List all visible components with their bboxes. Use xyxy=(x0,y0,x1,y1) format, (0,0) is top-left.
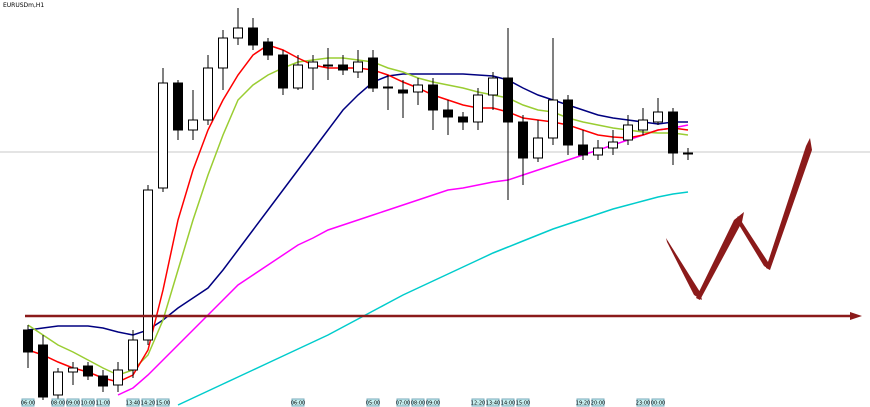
x-tick-label: 15:00 xyxy=(516,401,530,407)
candle-body xyxy=(623,124,633,141)
candle-body xyxy=(218,37,228,69)
x-tick-box xyxy=(576,398,590,407)
candle-body xyxy=(233,27,243,39)
candle-body xyxy=(143,189,153,341)
x-tick-label: 08:00 xyxy=(51,401,65,407)
candle-body xyxy=(263,41,273,56)
ma-line xyxy=(27,73,688,336)
annotations xyxy=(25,138,862,320)
x-tick-label: 20:00 xyxy=(591,401,605,407)
x-tick-box xyxy=(141,398,155,407)
x-tick-label: 06:00 xyxy=(21,401,35,407)
candle-body xyxy=(473,94,483,123)
candle-body xyxy=(323,64,333,67)
x-tick-box xyxy=(366,398,380,407)
x-tick-label: 09:00 xyxy=(426,401,440,407)
x-tick-label: 13:40 xyxy=(486,401,500,407)
chart-title: EURUSDm,H1 xyxy=(3,2,44,9)
candle-body xyxy=(653,111,663,123)
x-tick-box xyxy=(516,398,530,407)
x-tick-label: 07:00 xyxy=(396,401,410,407)
x-tick-box xyxy=(81,398,95,407)
candle-body xyxy=(353,61,363,73)
x-tick-label: 09:00 xyxy=(66,401,80,407)
x-tick-box xyxy=(636,398,650,407)
x-tick-label: 19:20 xyxy=(576,401,590,407)
candle-body xyxy=(578,144,588,156)
x-tick-box xyxy=(51,398,65,407)
candle-body xyxy=(413,84,423,93)
candle-body xyxy=(248,27,258,46)
candle-body xyxy=(173,82,183,131)
arrow-head xyxy=(850,312,862,320)
x-tick-label: 05:00 xyxy=(366,401,380,407)
candle-body xyxy=(293,64,303,89)
candle-body xyxy=(38,344,48,398)
x-tick-label: 15:00 xyxy=(156,401,170,407)
x-tick-box xyxy=(96,398,110,407)
x-tick-box xyxy=(426,398,440,407)
candle-body xyxy=(428,84,438,111)
candle-body xyxy=(53,371,63,396)
x-tick-label: 08:00 xyxy=(411,401,425,407)
x-tick-box xyxy=(471,398,485,407)
x-tick-label: 23:00 xyxy=(636,401,650,407)
zigzag-arrow xyxy=(736,216,770,270)
x-tick-box xyxy=(651,398,665,407)
candle-body xyxy=(398,89,408,94)
candle-body xyxy=(113,369,123,386)
x-tick-label: 06:00 xyxy=(291,401,305,407)
plot: 06:00 08:00 09:00 10:00 11:00 13:40 14:20 15:00… xyxy=(21,8,693,407)
candle-body xyxy=(458,116,468,123)
candle-body xyxy=(518,121,528,159)
candle-body xyxy=(128,339,138,371)
candle-body xyxy=(68,367,78,373)
candle-body xyxy=(158,82,168,189)
x-tick-box xyxy=(591,398,605,407)
x-tick-label: 14:00 xyxy=(501,401,515,407)
candle-body xyxy=(668,111,678,154)
zigzag-arrow xyxy=(666,238,702,300)
candle-body xyxy=(638,119,648,131)
zigzag-arrow xyxy=(766,138,812,270)
candle-body xyxy=(608,141,618,149)
candle-body xyxy=(533,137,543,159)
x-tick-box xyxy=(501,398,515,407)
candle-body xyxy=(593,147,603,156)
x-tick-label: 00:00 xyxy=(651,401,665,407)
x-tick-box xyxy=(411,398,425,407)
x-tick-box xyxy=(396,398,410,407)
candle-body xyxy=(308,61,318,69)
candle-body xyxy=(98,375,108,387)
x-tick-label: 10:00 xyxy=(81,401,95,407)
candle-body xyxy=(548,99,558,139)
candle-body xyxy=(368,57,378,89)
candle-body xyxy=(563,99,573,146)
candle-body xyxy=(683,152,693,155)
x-tick-label: 14:20 xyxy=(141,401,155,407)
zigzag-arrow xyxy=(696,212,744,300)
x-tick-label: 13:40 xyxy=(126,401,140,407)
candle-body xyxy=(503,77,513,123)
x-tick-box xyxy=(156,398,170,407)
candle-body xyxy=(488,77,498,96)
x-tick-label: 12:20 xyxy=(471,401,485,407)
candle-body xyxy=(443,109,453,118)
x-tick-box xyxy=(21,398,35,407)
candle-body xyxy=(383,86,393,89)
candle-body xyxy=(338,64,348,71)
x-tick-label: 11:00 xyxy=(96,401,110,407)
candle-body xyxy=(278,54,288,89)
candle-body xyxy=(203,67,213,121)
x-tick-box xyxy=(486,398,500,407)
x-tick-box xyxy=(291,398,305,407)
candle-body xyxy=(23,329,33,353)
candle-body xyxy=(188,119,198,131)
x-tick-box xyxy=(66,398,80,407)
candle-body xyxy=(83,365,93,377)
ma-line xyxy=(177,191,689,406)
x-tick-box xyxy=(126,398,140,407)
